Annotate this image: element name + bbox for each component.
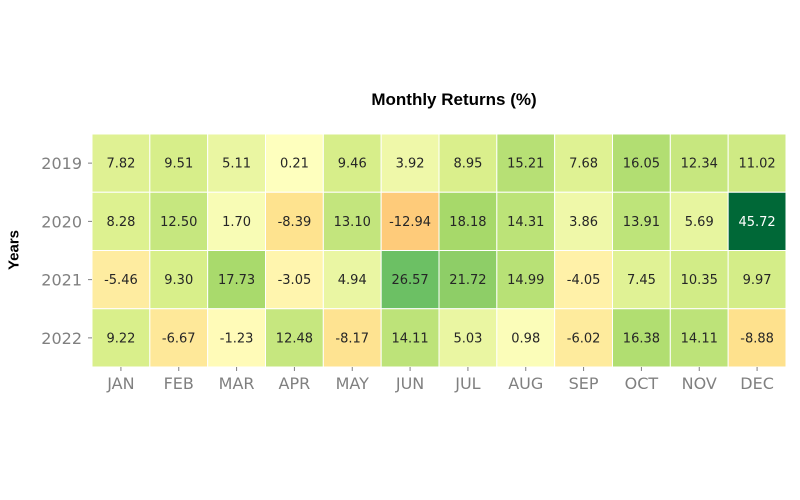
heatmap-cell bbox=[322, 133, 382, 193]
cell-value-label: -4.05 bbox=[567, 273, 601, 288]
cell-value-label: 26.57 bbox=[391, 273, 428, 288]
x-tick-label: OCT bbox=[625, 374, 659, 393]
cell-value-label: -6.02 bbox=[567, 331, 601, 346]
x-tick-label: DEC bbox=[740, 374, 774, 393]
cell-value-label: -12.94 bbox=[389, 215, 431, 230]
cell-value-label: -8.39 bbox=[278, 215, 312, 230]
cell-value-label: 14.11 bbox=[391, 331, 428, 346]
cell-value-label: 1.70 bbox=[222, 215, 251, 230]
heatmap-cell bbox=[207, 250, 267, 310]
cell-value-label: 9.46 bbox=[338, 157, 367, 172]
cell-value-label: 14.31 bbox=[507, 215, 544, 230]
y-tick-label: 2021 bbox=[41, 271, 82, 290]
x-tick-label: MAY bbox=[336, 374, 370, 393]
cell-value-label: 4.94 bbox=[338, 273, 367, 288]
heatmap-cell bbox=[612, 250, 671, 310]
cell-value-label: 12.34 bbox=[681, 157, 718, 172]
heatmap-cell bbox=[149, 308, 209, 368]
cell-value-label: 12.50 bbox=[160, 215, 197, 230]
cell-value-label: 0.21 bbox=[280, 157, 309, 172]
heatmap-cell bbox=[669, 133, 729, 193]
heatmap-cell bbox=[380, 308, 440, 368]
heatmap-cell bbox=[727, 250, 787, 310]
cell-value-label: 9.30 bbox=[164, 273, 193, 288]
cell-value-label: 8.95 bbox=[453, 157, 482, 172]
cell-value-label: -6.67 bbox=[162, 331, 196, 346]
heatmap-cell bbox=[727, 191, 787, 251]
cell-value-label: 5.69 bbox=[685, 215, 714, 230]
x-tick-label: SEP bbox=[569, 374, 599, 393]
cell-value-label: 14.99 bbox=[507, 273, 544, 288]
cell-value-label: 5.11 bbox=[222, 157, 251, 172]
cell-value-label: 13.91 bbox=[623, 215, 660, 230]
x-tick-label: JAN bbox=[106, 374, 134, 393]
cell-value-label: -1.23 bbox=[220, 331, 254, 346]
heatmap-cell bbox=[322, 250, 382, 310]
cell-value-label: 10.35 bbox=[681, 273, 718, 288]
cell-value-label: 15.21 bbox=[507, 157, 544, 172]
cell-value-label: -8.88 bbox=[740, 331, 774, 346]
heatmap-cell bbox=[380, 133, 440, 193]
heatmap-cell bbox=[727, 133, 787, 193]
heatmap-cell bbox=[380, 191, 440, 251]
cell-value-label: 7.68 bbox=[569, 157, 598, 172]
x-tick-label: APR bbox=[279, 374, 311, 393]
heatmap-cell bbox=[438, 250, 498, 310]
x-tick-label: JUN bbox=[395, 374, 424, 393]
cell-value-label: -3.05 bbox=[278, 273, 312, 288]
cell-value-label: 5.03 bbox=[453, 331, 482, 346]
heatmap-cell bbox=[438, 191, 498, 251]
heatmap-cell bbox=[91, 191, 151, 251]
cell-value-label: 7.82 bbox=[106, 157, 135, 172]
y-tick-label: 2019 bbox=[41, 154, 82, 173]
heatmap-cell bbox=[496, 308, 556, 368]
cell-value-label: 9.22 bbox=[106, 331, 135, 346]
heatmap-cell bbox=[207, 191, 267, 251]
heatmap-cell bbox=[727, 308, 787, 368]
x-tick-label: NOV bbox=[682, 374, 717, 393]
heatmap-cell bbox=[496, 133, 556, 193]
cell-value-label: 3.92 bbox=[396, 157, 425, 172]
x-tick-label: JUL bbox=[454, 374, 480, 393]
cell-value-label: 16.05 bbox=[623, 157, 660, 172]
y-tick-label: 2020 bbox=[41, 212, 82, 231]
x-tick-label: MAR bbox=[219, 374, 255, 393]
heatmap-cell bbox=[554, 133, 614, 193]
cell-value-label: 13.10 bbox=[334, 215, 371, 230]
cell-value-label: -5.46 bbox=[104, 273, 138, 288]
cell-value-label: 11.02 bbox=[738, 157, 775, 172]
x-tick-label: FEB bbox=[164, 374, 194, 393]
heatmap-cell bbox=[554, 250, 614, 310]
heatmap-cell bbox=[612, 191, 671, 251]
cell-value-label: 17.73 bbox=[218, 273, 255, 288]
cell-value-label: 9.97 bbox=[743, 273, 772, 288]
heatmap-cell bbox=[612, 308, 671, 368]
cell-value-label: 14.11 bbox=[681, 331, 718, 346]
cell-value-label: 3.86 bbox=[569, 215, 598, 230]
heatmap-cell bbox=[322, 308, 382, 368]
cell-value-label: 0.98 bbox=[511, 331, 540, 346]
heatmap-cell bbox=[265, 250, 324, 310]
heatmap-cell bbox=[438, 133, 498, 193]
cell-value-label: 8.28 bbox=[106, 215, 135, 230]
heatmap-cell bbox=[149, 191, 209, 251]
cell-value-label: 12.48 bbox=[276, 331, 313, 346]
cell-value-label: 7.45 bbox=[627, 273, 656, 288]
cell-value-label: 9.51 bbox=[164, 157, 193, 172]
x-tick-label: AUG bbox=[508, 374, 543, 393]
heatmap-cell bbox=[207, 308, 267, 368]
cell-value-label: -8.17 bbox=[335, 331, 369, 346]
cell-value-label: 18.18 bbox=[449, 215, 486, 230]
chart-title: Monthly Returns (%) bbox=[371, 90, 537, 109]
heatmap-cell bbox=[438, 308, 498, 368]
heatmap-cell bbox=[91, 308, 151, 368]
cell-value-label: 45.72 bbox=[738, 215, 775, 230]
cell-value-label: 21.72 bbox=[449, 273, 486, 288]
y-tick-label: 2022 bbox=[41, 329, 82, 348]
heatmap-cell bbox=[496, 250, 556, 310]
cell-value-label: 16.38 bbox=[623, 331, 660, 346]
heatmap-cell bbox=[91, 250, 151, 310]
